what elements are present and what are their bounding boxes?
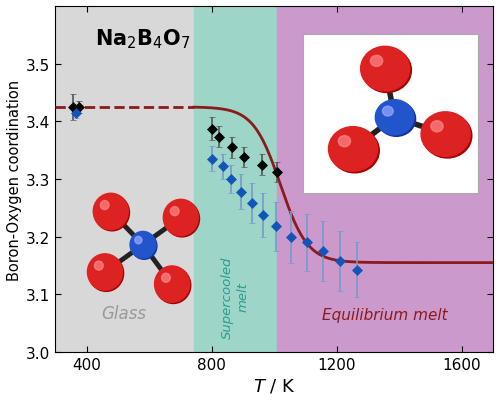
Text: Na$_2$B$_4$O$_7$: Na$_2$B$_4$O$_7$: [94, 28, 190, 51]
Y-axis label: Boron-Oxygen coordination: Boron-Oxygen coordination: [7, 79, 22, 280]
Text: Equilibrium melt: Equilibrium melt: [322, 307, 448, 322]
Bar: [194, 7, 278, 352]
Text: Glass: Glass: [102, 304, 146, 322]
Bar: [56, 7, 194, 352]
X-axis label: $T$ / K: $T$ / K: [253, 376, 296, 394]
Bar: [278, 7, 493, 352]
Text: Supercooled
melt: Supercooled melt: [221, 255, 249, 338]
